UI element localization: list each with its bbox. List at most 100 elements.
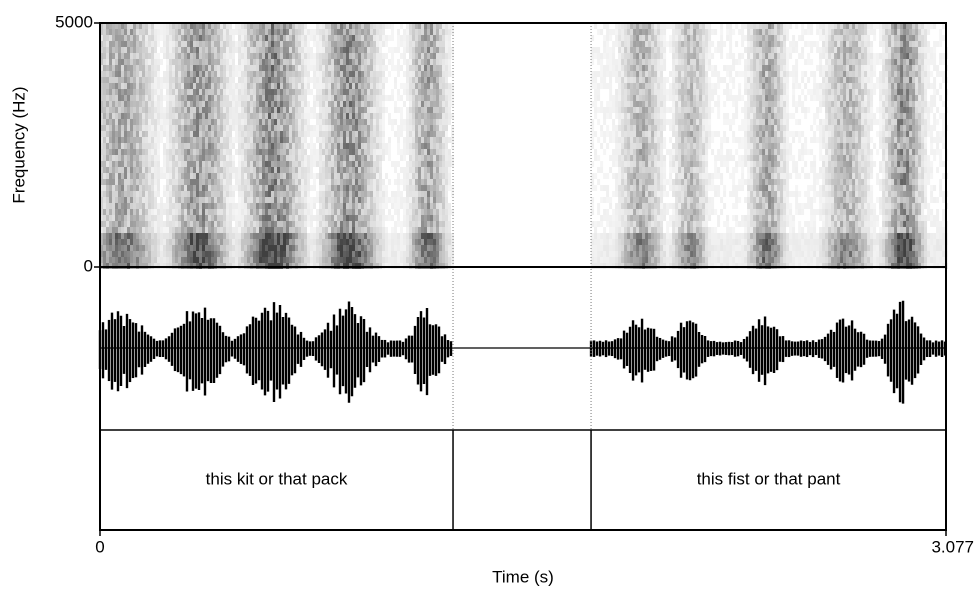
spectrogram-cell xyxy=(217,239,220,245)
spectrogram-cell xyxy=(406,245,409,251)
spectrogram-cell xyxy=(397,197,400,203)
spectrogram-cell xyxy=(594,83,597,89)
spectrogram-cell xyxy=(268,149,271,155)
spectrogram-cell xyxy=(301,155,304,161)
spectrogram-cell xyxy=(256,95,259,101)
spectrogram-cell xyxy=(415,161,418,167)
spectrogram-cell xyxy=(190,179,193,185)
spectrogram-cell xyxy=(262,161,265,167)
spectrogram-cell xyxy=(382,203,385,209)
spectrogram-cell xyxy=(442,59,445,65)
spectrogram-cell xyxy=(442,221,445,227)
spectrogram-cell xyxy=(328,167,331,173)
spectrogram-cell xyxy=(349,167,352,173)
spectrogram-cell xyxy=(439,137,442,143)
spectrogram-cell xyxy=(259,143,262,149)
spectrogram-cell xyxy=(115,77,118,83)
spectrogram-cell xyxy=(391,47,394,53)
spectrogram-cell xyxy=(187,245,190,251)
spectrogram-cell xyxy=(325,257,328,263)
spectrogram-cell xyxy=(181,191,184,197)
spectrogram-cell xyxy=(292,233,295,239)
spectrogram-cell xyxy=(615,35,618,41)
spectrogram-cell xyxy=(427,47,430,53)
spectrogram-cell xyxy=(220,167,223,173)
spectrogram-cell xyxy=(349,203,352,209)
spectrogram-cell xyxy=(268,167,271,173)
spectrogram-cell xyxy=(142,185,145,191)
spectrogram-cell xyxy=(343,221,346,227)
spectrogram-cell xyxy=(277,167,280,173)
spectrogram-cell xyxy=(346,149,349,155)
spectrogram-cell xyxy=(163,77,166,83)
spectrogram-cell xyxy=(301,215,304,221)
spectrogram-cell xyxy=(127,53,130,59)
spectrogram-cell xyxy=(283,41,286,47)
spectrogram-cell xyxy=(370,197,373,203)
spectrogram-cell xyxy=(277,161,280,167)
spectrogram-cell xyxy=(367,131,370,137)
spectrogram-cell xyxy=(247,71,250,77)
spectrogram-cell xyxy=(424,209,427,215)
spectrogram-cell xyxy=(262,155,265,161)
spectrogram-cell xyxy=(355,227,358,233)
spectrogram-cell xyxy=(403,257,406,263)
spectrogram-cell xyxy=(406,215,409,221)
spectrogram-cell xyxy=(151,203,154,209)
spectrogram-cell xyxy=(343,71,346,77)
spectrogram-cell xyxy=(262,179,265,185)
spectrogram-cell xyxy=(106,131,109,137)
spectrogram-cell xyxy=(253,233,256,239)
spectrogram-cell xyxy=(145,71,148,77)
spectrogram-cell xyxy=(286,203,289,209)
spectrogram-cell xyxy=(337,131,340,137)
spectrogram-cell xyxy=(606,173,609,179)
spectrogram-cell xyxy=(292,155,295,161)
spectrogram-cell xyxy=(415,71,418,77)
spectrogram-cell xyxy=(283,245,286,251)
spectrogram-cell xyxy=(202,29,205,35)
spectrogram-cell xyxy=(136,233,139,239)
spectrogram-cell xyxy=(139,257,142,263)
spectrogram-cell xyxy=(148,95,151,101)
spectrogram-cell xyxy=(121,215,124,221)
spectrogram-cell xyxy=(319,149,322,155)
spectrogram-cell xyxy=(433,239,436,245)
spectrogram-cell xyxy=(379,191,382,197)
spectrogram-cell xyxy=(244,71,247,77)
spectrogram-cell xyxy=(259,29,262,35)
spectrogram-cell xyxy=(190,83,193,89)
spectrogram-cell xyxy=(184,203,187,209)
spectrogram-cell xyxy=(385,257,388,263)
spectrogram-cell xyxy=(184,149,187,155)
spectrogram-cell xyxy=(615,221,618,227)
spectrogram-cell xyxy=(106,89,109,95)
spectrogram-cell xyxy=(609,77,612,83)
spectrogram-cell xyxy=(268,47,271,53)
spectrogram-cell xyxy=(379,143,382,149)
spectrogram-cell xyxy=(187,77,190,83)
spectrogram-cell xyxy=(609,107,612,113)
spectrogram-cell xyxy=(253,125,256,131)
spectrogram-cell xyxy=(433,41,436,47)
spectrogram-cell xyxy=(361,89,364,95)
spectrogram-cell xyxy=(427,131,430,137)
spectrogram-cell xyxy=(178,149,181,155)
spectrogram-cell xyxy=(436,149,439,155)
spectrogram-cell xyxy=(127,185,130,191)
spectrogram-cell xyxy=(427,119,430,125)
spectrogram-cell xyxy=(298,239,301,245)
spectrogram-cell xyxy=(172,29,175,35)
spectrogram-cell xyxy=(409,89,412,95)
spectrogram-cell xyxy=(361,173,364,179)
spectrogram-cell xyxy=(268,251,271,257)
spectrogram-cell xyxy=(445,47,448,53)
spectrogram-cell xyxy=(609,239,612,245)
spectrogram-cell xyxy=(325,215,328,221)
spectrogram-cell xyxy=(115,95,118,101)
spectrogram-cell xyxy=(343,257,346,263)
spectrogram-cell xyxy=(439,77,442,83)
spectrogram-cell xyxy=(142,71,145,77)
spectrogram-cell xyxy=(397,245,400,251)
spectrogram-cell xyxy=(615,71,618,77)
